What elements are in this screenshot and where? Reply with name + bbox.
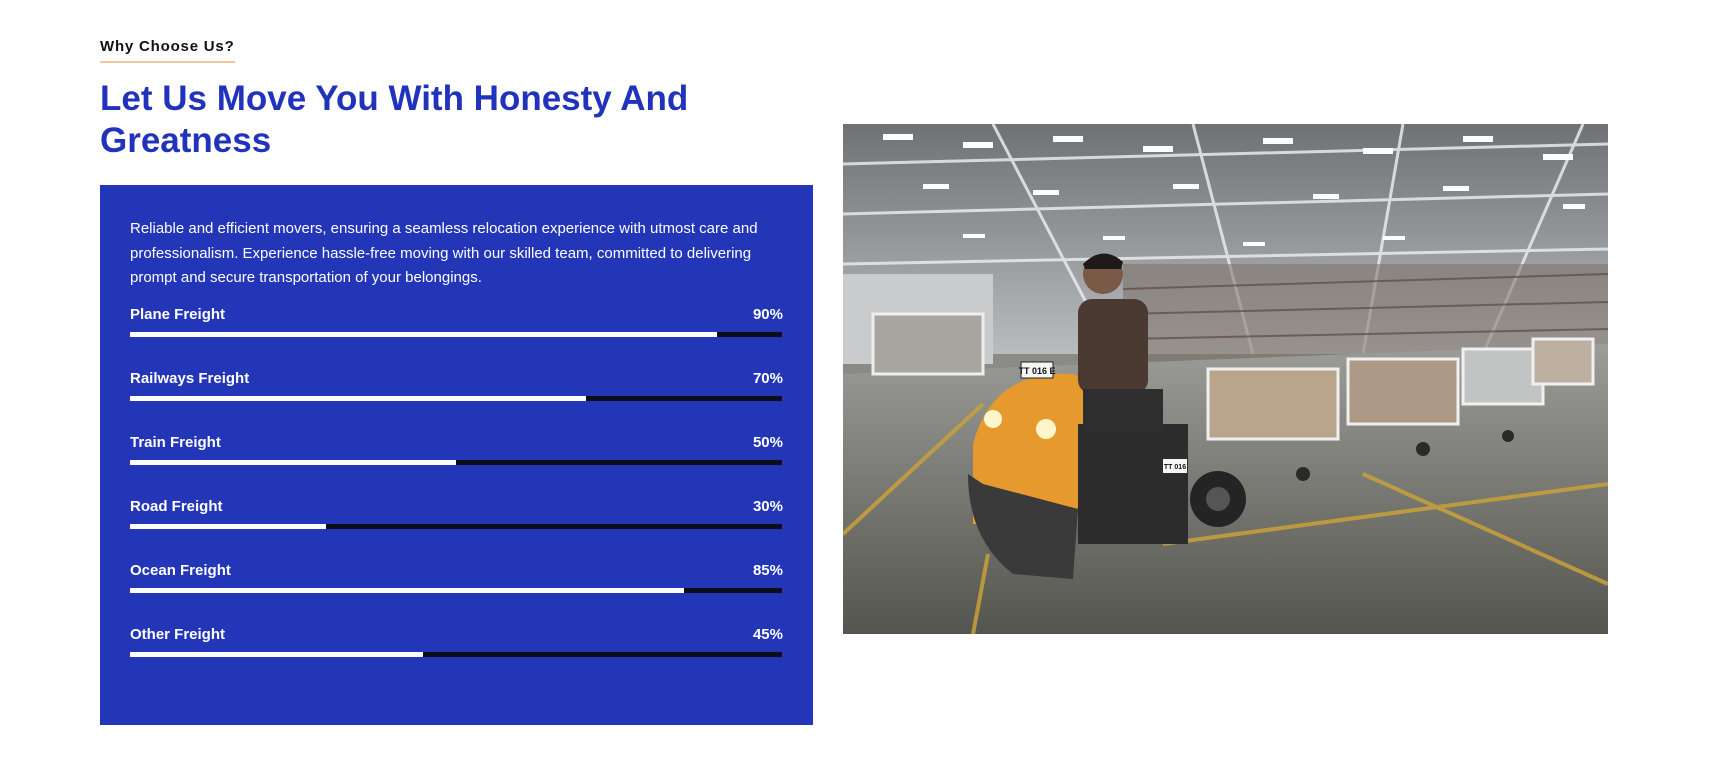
skill-item: Train Freight 50% [130,433,783,497]
skill-label: Road Freight [130,497,223,515]
skill-percent: 85% [752,561,783,579]
progress-fill [130,523,326,529]
skill-percent: 45% [752,625,783,643]
section-eyebrow: Why Choose Us? [100,38,235,63]
vehicle-plate: TT 016 E [1018,366,1055,376]
skill-label: Railways Freight [130,369,250,387]
progress-fill [130,651,424,657]
progress-track [130,651,782,657]
skill-label: Other Freight [130,625,226,643]
progress-fill [130,459,456,465]
vehicle-tag: TT 016 [1164,464,1186,471]
progress-fill [130,587,685,593]
skill-label: Ocean Freight [130,561,231,579]
progress-track [130,395,782,401]
progress-track [130,331,782,337]
panel-description: Reliable and efficient movers, ensuring … [130,220,758,286]
section-title: Let Us Move You With Honesty And Greatne… [100,79,689,160]
skill-percent: 30% [752,497,783,515]
progress-fill [130,331,717,337]
skills-panel: Reliable and efficient movers, ensuring … [100,185,813,725]
progress-fill [130,395,587,401]
progress-track [130,459,782,465]
skill-item: Railways Freight 70% [130,369,783,433]
skill-item: Road Freight 30% [130,497,783,561]
skill-label: Train Freight [130,433,221,451]
skill-percent: 50% [752,433,783,451]
skill-percent: 70% [752,369,783,387]
skill-item: Ocean Freight 85% [130,561,783,625]
warehouse-photo: TT 016 E TT 016 [843,124,1608,634]
progress-track [130,587,782,593]
progress-track [130,523,782,529]
skill-percent: 90% [752,305,783,323]
skill-item: Plane Freight 90% [130,305,783,369]
skill-item: Other Freight 45% [130,625,783,689]
skill-label: Plane Freight [130,305,226,323]
